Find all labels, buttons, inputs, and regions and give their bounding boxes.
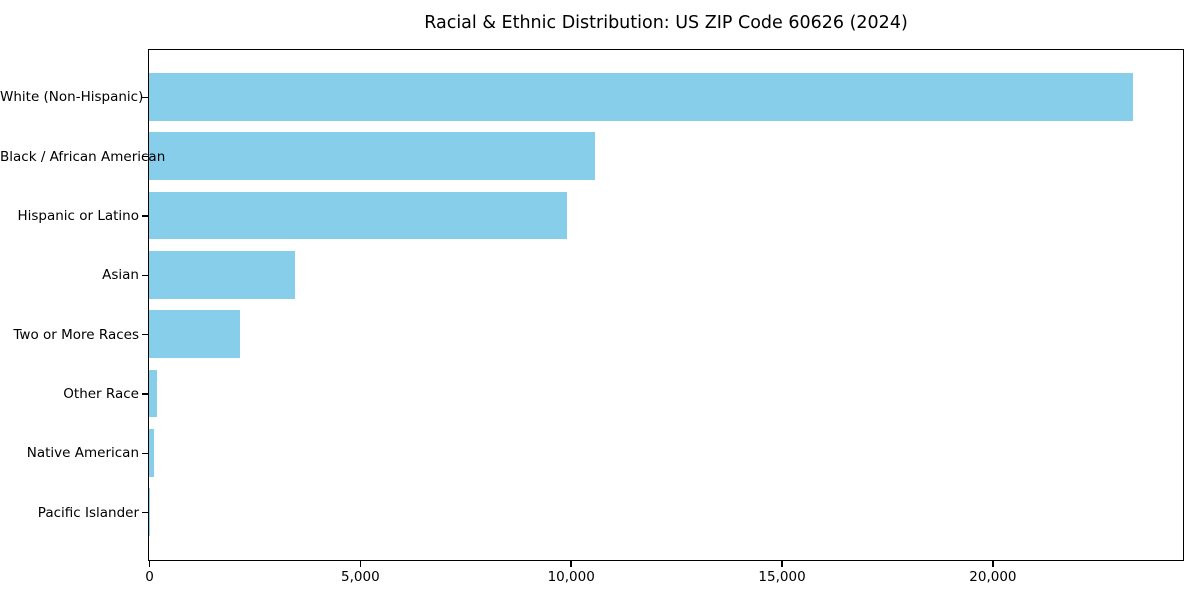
x-tick-mark (570, 561, 572, 567)
y-tick-label: Hispanic or Latino (17, 208, 139, 224)
y-tick-mark (142, 333, 148, 336)
y-tick-label: Pacific Islander (37, 504, 139, 521)
x-tick-mark (148, 561, 151, 567)
x-tick-label: 20,000 (969, 569, 1017, 585)
x-tick-mark (359, 561, 362, 567)
y-tick-label: Native American (26, 445, 139, 462)
y-tick-mark (142, 155, 148, 158)
y-tick-mark (142, 215, 148, 217)
y-tick-mark (142, 452, 148, 455)
bar (149, 429, 155, 477)
bar (149, 488, 150, 536)
bar (149, 251, 296, 299)
bar (149, 191, 568, 240)
bar (149, 310, 240, 358)
y-tick-label: Black / African American (0, 148, 166, 165)
y-tick-mark (142, 511, 148, 514)
y-tick-label: Other Race (63, 385, 139, 402)
y-tick-label: Asian (102, 267, 139, 284)
x-tick-label: 15,000 (758, 569, 806, 585)
bar (149, 132, 596, 180)
bar (149, 369, 157, 418)
y-tick-mark (142, 274, 148, 277)
plot-area (148, 49, 1184, 561)
y-tick-label: White (Non-Hispanic) (0, 89, 144, 106)
x-tick-mark (781, 561, 783, 567)
y-tick-label: Two or More Races (13, 326, 139, 343)
x-tick-mark (992, 561, 994, 567)
y-tick-mark (142, 96, 148, 99)
x-tick-label: 5,000 (341, 569, 380, 585)
x-tick-label: 10,000 (547, 569, 595, 585)
chart-title: Racial & Ethnic Distribution: US ZIP Cod… (424, 13, 908, 33)
x-tick-label: 0 (145, 569, 154, 585)
y-tick-mark (142, 393, 148, 395)
bar (149, 73, 1133, 121)
